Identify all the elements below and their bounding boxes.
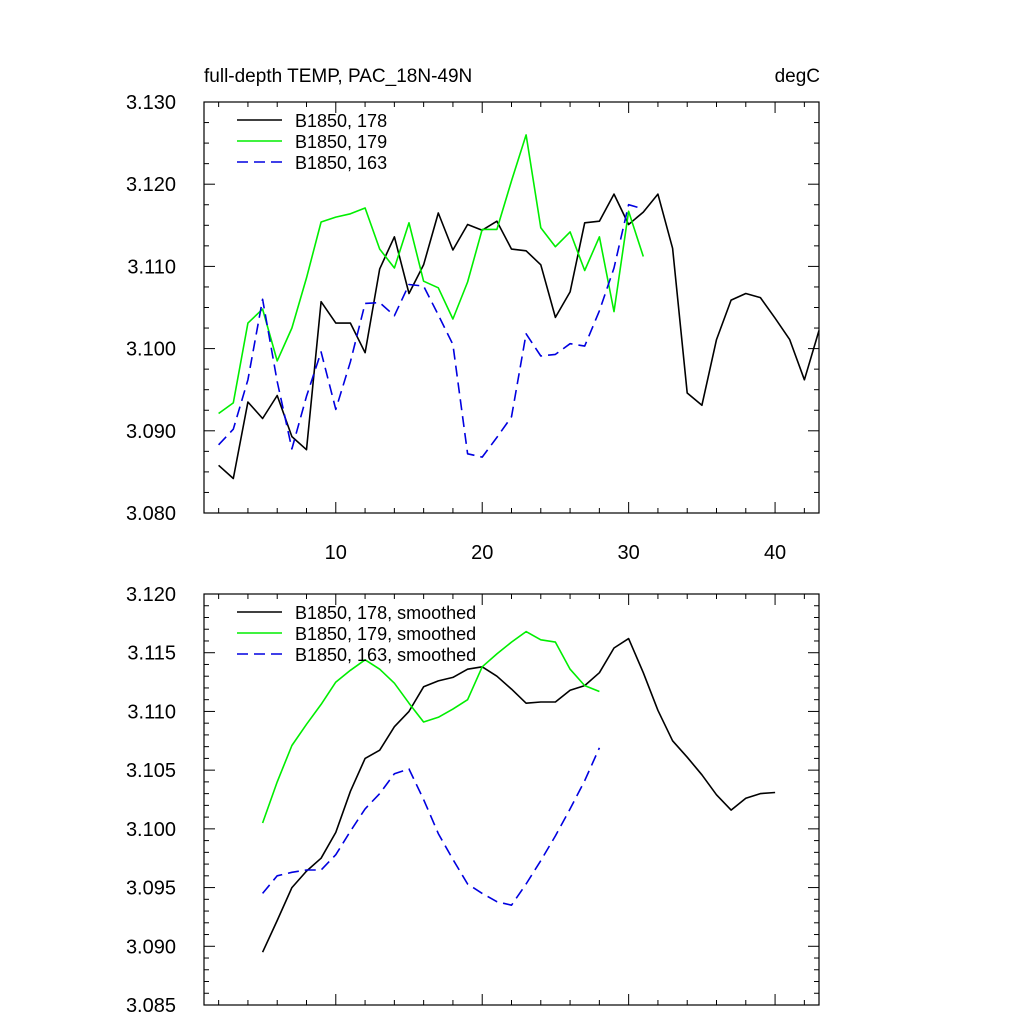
x-tick-label: 40: [764, 542, 786, 564]
top-series-lines: [218, 134, 820, 480]
units-label: degC: [775, 66, 820, 87]
y-tick-label: 3.085: [126, 995, 176, 1017]
series-line-1: [218, 193, 820, 480]
y-tick-label: 3.090: [126, 936, 176, 958]
y-tick-label: 3.100: [126, 819, 176, 841]
x-tick-label: 10: [325, 542, 347, 564]
y-tick-label: 3.115: [127, 643, 176, 665]
legend-label-1: B1850, 178, smoothed: [295, 603, 476, 623]
y-tick-label: 3.100: [126, 339, 176, 361]
x-tick-label: 30: [618, 542, 640, 564]
top-plot-frame: [203, 101, 820, 514]
y-tick-label: 3.095: [126, 878, 176, 900]
top-panel: full-depth TEMP, PAC_18N-49N degC 3.0803…: [126, 66, 820, 564]
chart-title: full-depth TEMP, PAC_18N-49N: [204, 66, 472, 87]
legend-label-3: B1850, 163: [295, 153, 387, 173]
series-line-3: [261, 747, 601, 907]
legend-label-2: B1850, 179: [295, 132, 387, 152]
bottom-plot-frame: [203, 593, 820, 1006]
y-tick-label: 3.110: [127, 256, 176, 278]
legend-label-3: B1850, 163, smoothed: [295, 645, 476, 665]
top-axis-ticks: 3.080 3.090 3.100 3.110 3.120 3.130 10 20 30 40: [126, 92, 819, 564]
series-line-2: [218, 134, 645, 415]
series-line-2: [261, 630, 600, 824]
legend-label-2: B1850, 179, smoothed: [295, 624, 476, 644]
series-line-3: [218, 203, 644, 458]
bottom-series-lines: [261, 630, 776, 953]
y-tick-label: 3.120: [126, 584, 176, 606]
y-tick-label: 3.120: [126, 174, 176, 196]
x-tick-label: 20: [471, 542, 493, 564]
bottom-panel: 3.085 3.090 3.095 3.100 3.105 3.110 3.115 3.120…: [126, 584, 820, 1017]
y-tick-label: 3.105: [126, 760, 176, 782]
bottom-axis-ticks: 3.085 3.090 3.095 3.100 3.105 3.110 3.115 3.120: [126, 584, 819, 1017]
series-line-1: [261, 637, 776, 953]
y-tick-label: 3.090: [126, 421, 176, 443]
y-tick-label: 3.110: [127, 701, 176, 723]
y-tick-label: 3.080: [126, 503, 176, 525]
legend-label-1: B1850, 178: [295, 111, 387, 131]
y-tick-label: 3.130: [126, 92, 176, 114]
